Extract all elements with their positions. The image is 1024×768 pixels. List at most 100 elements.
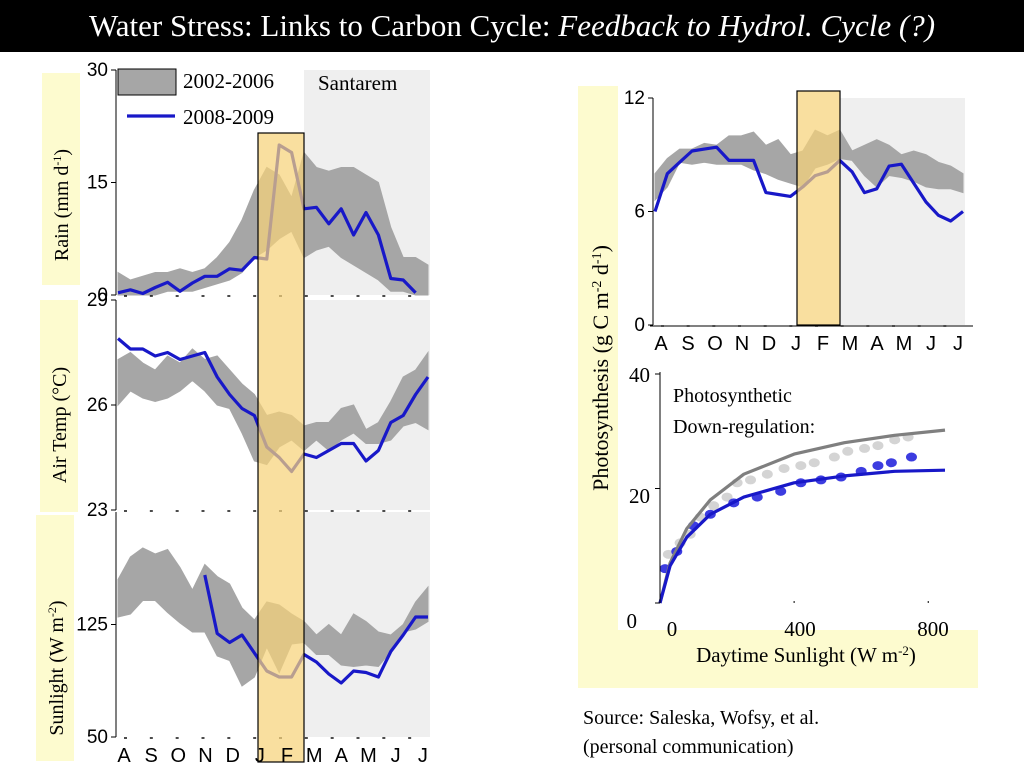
photosynthesis-x-label-6: F: [817, 333, 829, 355]
sunlight-x-label-3: N: [198, 745, 212, 767]
airtemp-ylabel: Air Temp (°C): [49, 367, 71, 483]
legend-swatch-band: [117, 68, 177, 96]
sunlight-y-tick-label: 125: [76, 615, 108, 636]
photosynthesis-y-tick-label: 6: [634, 202, 645, 223]
scatter-y-label-20: 20: [629, 484, 650, 508]
airtemp-band-2002-2006: [117, 348, 429, 466]
scatter-xlabel-bg: [578, 630, 978, 688]
scatter-point-2002-2006-15: [872, 441, 884, 451]
scatter-x-label-0: 0: [667, 617, 678, 641]
scatter-y-label-40: 40: [629, 363, 650, 387]
photosynthesis-x-label-11: J: [953, 333, 963, 355]
photosynthesis-x-label-8: A: [870, 333, 884, 355]
airtemp-ylabel-bg: [40, 300, 78, 512]
title-bar: [0, 0, 1024, 52]
annotation-line-1: Photosynthetic: [673, 385, 792, 407]
photosynthesis-ylabel-part: Photosynthesis (g C m: [588, 292, 613, 491]
scatter-point-2002-2006-8: [761, 469, 773, 479]
photosynthesis-x-label-3: N: [735, 333, 749, 355]
scatter-point-2002-2006-9: [778, 463, 790, 473]
scatter-point-2002-2006-7: [745, 475, 757, 485]
scatter-y-label-0: 0: [627, 609, 638, 633]
scatter-frame: [652, 364, 964, 608]
rain-ylabel-part: -1: [50, 156, 64, 166]
scatter-xlabel-part: -2: [898, 643, 909, 658]
scatter-point-2002-2006-11: [808, 458, 820, 468]
scatter-point-2008-2009-11: [872, 461, 884, 471]
photosynthesis-ylabel-part: -1: [590, 252, 605, 264]
scatter-point-2008-2009-6: [775, 486, 787, 496]
slide-title-main: Water Stress: Links to Carbon Cycle:: [88, 8, 559, 43]
scatter-x-label-2: 800: [917, 617, 949, 641]
rain-ylabel-bg: [42, 73, 80, 285]
photosynthesis-ylabel-part: -2: [590, 281, 605, 293]
scatter-point-2002-2006-14: [859, 443, 871, 453]
airtemp-y-tick-label: 23: [87, 500, 108, 521]
scatter-point-2002-2006-16: [889, 435, 901, 445]
sunlight-line-2008-2009: [203, 574, 428, 685]
sunlight-x-label-10: J: [391, 745, 401, 767]
airtemp-y-tick-label: 29: [87, 290, 108, 311]
slide-title: Water Stress: Links to Carbon Cycle: Fee…: [0, 0, 1024, 52]
scatter-point-2002-2006-10: [795, 461, 807, 471]
photosynthesis-x-label-4: D: [762, 333, 776, 355]
sunlight-x-label-2: O: [171, 745, 187, 767]
legend-label-2008-2009: 2008-2009: [183, 105, 274, 129]
photosynthesis-x-label-5: J: [791, 333, 801, 355]
sunlight-x-label-7: M: [306, 745, 323, 767]
photosynthesis-x-label-2: O: [707, 333, 723, 355]
photosynthesis-ylabel-part: d: [588, 264, 613, 281]
sunlight-x-label-4: D: [225, 745, 239, 767]
rain-y-tick-label: 0: [97, 285, 108, 306]
rain-ylabel-part: ): [51, 149, 73, 156]
sunlight-x-label-9: M: [360, 745, 377, 767]
photosynthesis-ylabel: Photosynthesis (g C m-2 d-1): [588, 245, 613, 491]
sunlight-ylabel-bg: [36, 515, 74, 761]
scatter-xlabel-part: Daytime Sunlight (W m: [696, 643, 898, 667]
airtemp-ylabel-part: Air Temp (°C): [49, 367, 71, 483]
photosynthesis-x-label-1: S: [681, 333, 694, 355]
sunlight-y-tick-label: 50: [87, 727, 108, 748]
sunlight-x-label-5: J: [255, 745, 265, 767]
annotation-line-2: Down-regulation:: [673, 416, 815, 438]
sunlight-ylabel: Sunlight (W m-2): [45, 600, 68, 735]
scatter-point-2002-2006-5: [721, 492, 733, 502]
sunlight-x-label-6: F: [281, 745, 293, 767]
axes-layer: [111, 68, 973, 763]
source-line-2: (personal communication): [583, 736, 794, 758]
sunlight-x-label-0: A: [117, 745, 131, 767]
scatter-xlabel-part: ): [909, 643, 916, 667]
sunlight-ylabel-part: ): [46, 600, 68, 607]
sunlight-x-label-11: J: [418, 745, 428, 767]
slide-title-italic: Feedback to Hydrol. Cycle (?): [558, 8, 936, 43]
sunlight-ylabel-part: Sunlight (W m: [46, 617, 68, 736]
rain-ylabel: Rain (mm d-1): [50, 149, 73, 261]
photosynthesis-x-label-9: M: [896, 333, 913, 355]
photosynthesis-x-label-0: A: [654, 333, 668, 355]
sunlight-x-label-8: A: [335, 745, 349, 767]
photosynthesis-shade: [840, 98, 965, 325]
scatter-x-label-1: 400: [784, 617, 816, 641]
source-note: Source: Saleska, Wofsy, et al. (personal…: [583, 704, 819, 762]
photosynthesis-y-tick-label: 12: [624, 88, 645, 109]
rain-y-tick-label: 15: [87, 173, 108, 194]
photosynthesis-ylabel-part: ): [588, 245, 613, 252]
fit-curve-2008-2009: [658, 468, 946, 604]
airtemp-y-tick-label: 26: [87, 395, 108, 416]
scatter-point-2002-2006-13: [842, 446, 854, 456]
photosynthesis-ylabel-bg: [578, 86, 618, 646]
scatter-point-2008-2009-13: [905, 452, 917, 462]
photosynthesis-x-label-10: J: [926, 333, 936, 355]
photosynthesis-y-tick-label: 0: [634, 315, 645, 336]
scatter-point-2002-2006-12: [828, 452, 840, 462]
legend-label-2002-2006: 2002-2006: [183, 69, 274, 93]
scatter-point-2008-2009-12: [885, 458, 897, 468]
highlight-box-left: [257, 132, 305, 763]
scatter-point-2002-2006-0: [662, 549, 674, 559]
scatter-point-2002-2006-4: [708, 501, 720, 511]
sunlight-ylabel-part: -2: [45, 607, 59, 617]
site-label: Santarem: [318, 71, 397, 95]
highlight-box-right: [796, 90, 841, 326]
